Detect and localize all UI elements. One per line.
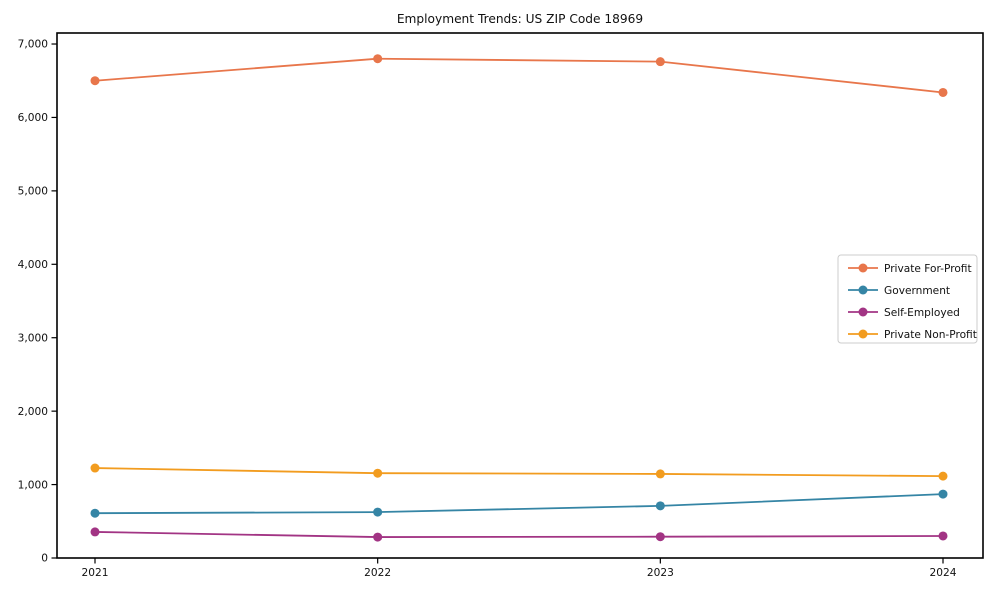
y-tick-label: 2,000 — [18, 406, 49, 418]
y-tick-label: 5,000 — [18, 186, 49, 198]
series-line — [94, 57, 944, 94]
data-point-marker — [90, 508, 100, 518]
y-tick-label: 6,000 — [18, 112, 49, 124]
data-point-marker — [938, 531, 948, 541]
legend-item: Private Non-Profit — [848, 329, 977, 341]
series-line — [94, 493, 944, 515]
x-tick-label: 2021 — [82, 567, 109, 579]
legend-marker-icon — [858, 263, 868, 273]
data-point-marker — [938, 87, 948, 97]
y-tick-label: 7,000 — [18, 39, 49, 51]
data-point-marker — [655, 469, 665, 479]
legend-item: Government — [848, 285, 950, 297]
legend-box — [837, 254, 978, 344]
data-point-marker — [90, 463, 100, 473]
legend-label: Self-Employed — [884, 307, 960, 319]
data-point-marker — [655, 532, 665, 542]
series-line — [94, 467, 944, 478]
y-tick-label: 0 — [41, 553, 48, 565]
chart-title: Employment Trends: US ZIP Code 18969 — [397, 12, 643, 26]
legend-label: Government — [884, 285, 950, 297]
legend-marker-icon — [858, 307, 868, 317]
data-point-marker — [655, 501, 665, 511]
data-point-marker — [373, 532, 383, 542]
legend-item: Private For-Profit — [848, 263, 972, 275]
y-tick-label: 1,000 — [18, 479, 49, 491]
plot-frame — [56, 32, 984, 559]
series-layer — [90, 54, 948, 542]
legend-label: Private Non-Profit — [884, 329, 977, 341]
legend-item: Self-Employed — [848, 307, 960, 319]
y-tick-label: 4,000 — [18, 259, 49, 271]
x-tick-label: 2022 — [364, 567, 391, 579]
data-point-marker — [90, 76, 100, 86]
series-line — [94, 531, 944, 538]
data-point-marker — [938, 471, 948, 481]
x-tick-label: 2024 — [930, 567, 957, 579]
data-point-marker — [655, 57, 665, 67]
data-point-marker — [938, 489, 948, 499]
legend-marker-icon — [858, 329, 868, 339]
data-point-marker — [373, 507, 383, 517]
legend-marker-icon — [858, 285, 868, 295]
data-point-marker — [90, 527, 100, 537]
legend-layer: Private For-Profit Government Self-Employe… — [837, 254, 978, 344]
data-point-marker — [373, 54, 383, 64]
x-tick-label: 2023 — [647, 567, 674, 579]
legend-label: Private For-Profit — [884, 263, 972, 275]
axes-layer: 0 1,000 2,000 3,000 4,000 5,000 6,000 7,000 2021… — [18, 39, 957, 579]
data-point-marker — [373, 468, 383, 478]
y-tick-label: 3,000 — [18, 332, 49, 344]
